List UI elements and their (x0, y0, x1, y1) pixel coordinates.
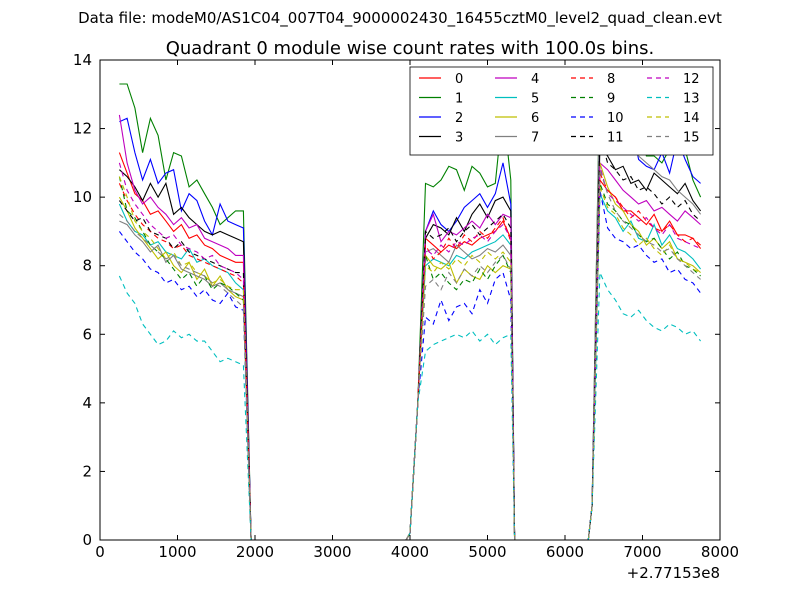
series-line-6 (118, 162, 701, 541)
legend-label-13: 13 (683, 92, 700, 107)
legend-box (409, 66, 714, 156)
series-line-4 (118, 114, 701, 541)
x-tick-label: 6000 (546, 543, 584, 561)
x-tick-label: 7000 (623, 543, 661, 561)
legend-label-9: 9 (607, 92, 615, 107)
y-tick-label: 6 (82, 325, 92, 343)
series-line-8 (118, 172, 701, 541)
x-tick-label: 4000 (391, 543, 429, 561)
legend-label-7: 7 (531, 131, 539, 146)
series-line-9 (118, 176, 701, 541)
x-tick-label: 1000 (158, 543, 196, 561)
legend-label-2: 2 (455, 111, 463, 126)
series-line-2 (119, 112, 701, 541)
legend-label-14: 14 (683, 111, 700, 126)
legend-label-12: 12 (683, 72, 700, 87)
x-tick-label: 5000 (468, 543, 506, 561)
series-line-0 (118, 152, 702, 541)
axes: 0 1000 2000 3000 4000 5000 6000 7000 80000246810… (73, 51, 739, 561)
legend-label-8: 8 (607, 72, 615, 87)
y-tick-label: 0 (82, 531, 92, 549)
y-tick-label: 10 (73, 188, 92, 206)
y-tick-label: 2 (82, 462, 92, 480)
series-line-11 (118, 135, 701, 541)
series-line-12 (118, 162, 701, 541)
legend-label-6: 6 (531, 111, 539, 126)
legend-label-3: 3 (455, 131, 463, 146)
series-line-3 (119, 144, 702, 541)
y-tick-label: 14 (73, 51, 92, 69)
legend-label-4: 4 (531, 72, 539, 87)
x-tick-label: 0 (95, 543, 105, 561)
legend-label-0: 0 (455, 72, 463, 87)
series-line-14 (118, 176, 701, 541)
x-tick-label: 3000 (313, 543, 351, 561)
x-tick-label: 2000 (236, 543, 274, 561)
x-offset-label: +2.77153e8 (627, 564, 720, 582)
y-tick-label: 4 (82, 394, 92, 412)
series-line-15 (119, 169, 701, 541)
plot-lines (118, 69, 702, 541)
series-line-13 (118, 272, 702, 541)
legend-label-10: 10 (607, 111, 624, 126)
series-line-10 (118, 190, 702, 541)
chart-title: Quadrant 0 module wise count rates with … (166, 38, 655, 59)
y-tick-label: 12 (73, 120, 92, 138)
legend-label-5: 5 (531, 92, 539, 107)
legend-label-11: 11 (607, 131, 624, 146)
x-tick-label: 8000 (701, 543, 739, 561)
figure-suptitle: Data file: modeM0/AS1C04_007T04_90000024… (78, 9, 722, 27)
legend-label-15: 15 (683, 131, 700, 146)
y-tick-label: 8 (82, 257, 92, 275)
legend-label-1: 1 (455, 92, 463, 107)
